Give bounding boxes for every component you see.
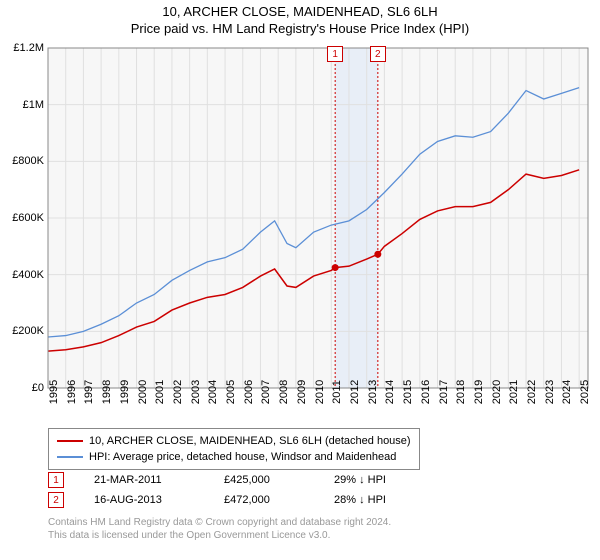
x-tick-label: 1995 — [48, 380, 60, 404]
footer-line: This data is licensed under the Open Gov… — [48, 529, 391, 542]
x-tick-label: 2003 — [190, 380, 202, 404]
x-tick-label: 2002 — [172, 380, 184, 404]
x-tick-label: 2017 — [438, 380, 450, 404]
x-tick-label: 2018 — [455, 380, 467, 404]
legend-swatch — [57, 456, 83, 458]
x-tick-label: 2007 — [260, 380, 272, 404]
x-tick-label: 2019 — [473, 380, 485, 404]
y-tick-label: £1M — [23, 99, 44, 111]
x-tick-label: 2009 — [296, 380, 308, 404]
chart-container: 10, ARCHER CLOSE, MAIDENHEAD, SL6 6LH Pr… — [0, 0, 600, 560]
y-tick-label: £1.2M — [13, 42, 44, 54]
x-tick-label: 2021 — [508, 380, 520, 404]
legend-label: HPI: Average price, detached house, Wind… — [89, 451, 396, 463]
x-tick-label: 2004 — [207, 380, 219, 404]
legend-item: HPI: Average price, detached house, Wind… — [57, 449, 411, 465]
x-tick-label: 2024 — [561, 380, 573, 404]
y-tick-label: £800K — [12, 155, 44, 167]
sale-delta: 28% ↓ HPI — [334, 494, 434, 506]
y-tick-label: £0 — [32, 382, 44, 394]
x-tick-label: 2016 — [420, 380, 432, 404]
y-tick-label: £200K — [12, 325, 44, 337]
x-tick-label: 2025 — [579, 380, 591, 404]
sale-marker-icon: 1 — [48, 472, 64, 488]
legend-swatch — [57, 440, 83, 442]
x-tick-label: 2000 — [137, 380, 149, 404]
y-tick-label: £400K — [12, 269, 44, 281]
footer-line: Contains HM Land Registry data © Crown c… — [48, 516, 391, 529]
x-tick-label: 2020 — [491, 380, 503, 404]
footer: Contains HM Land Registry data © Crown c… — [48, 516, 391, 542]
x-tick-label: 1999 — [119, 380, 131, 404]
x-tick-label: 2023 — [544, 380, 556, 404]
legend-label: 10, ARCHER CLOSE, MAIDENHEAD, SL6 6LH (d… — [89, 435, 411, 447]
sale-delta: 29% ↓ HPI — [334, 474, 434, 486]
sale-row: 2 16-AUG-2013 £472,000 28% ↓ HPI — [48, 490, 434, 510]
legend: 10, ARCHER CLOSE, MAIDENHEAD, SL6 6LH (d… — [48, 428, 420, 470]
sale-price: £472,000 — [224, 494, 334, 506]
x-tick-label: 1996 — [66, 380, 78, 404]
x-tick-label: 2013 — [367, 380, 379, 404]
chart-svg — [0, 0, 600, 430]
x-tick-label: 2001 — [154, 380, 166, 404]
sale-row: 1 21-MAR-2011 £425,000 29% ↓ HPI — [48, 470, 434, 490]
x-tick-label: 2012 — [349, 380, 361, 404]
sale-flag-icon: 1 — [327, 46, 343, 62]
x-tick-label: 1997 — [83, 380, 95, 404]
x-tick-label: 2006 — [243, 380, 255, 404]
x-tick-label: 2008 — [278, 380, 290, 404]
x-tick-label: 2010 — [314, 380, 326, 404]
x-tick-label: 2011 — [331, 380, 343, 404]
legend-item: 10, ARCHER CLOSE, MAIDENHEAD, SL6 6LH (d… — [57, 433, 411, 449]
sale-price: £425,000 — [224, 474, 334, 486]
x-tick-label: 1998 — [101, 380, 113, 404]
sale-date: 21-MAR-2011 — [94, 474, 224, 486]
sale-date: 16-AUG-2013 — [94, 494, 224, 506]
sale-flag-icon: 2 — [370, 46, 386, 62]
y-tick-label: £600K — [12, 212, 44, 224]
x-tick-label: 2014 — [384, 380, 396, 404]
x-tick-label: 2015 — [402, 380, 414, 404]
sale-marker-icon: 2 — [48, 492, 64, 508]
sales-table: 1 21-MAR-2011 £425,000 29% ↓ HPI 2 16-AU… — [48, 470, 434, 510]
x-tick-label: 2022 — [526, 380, 538, 404]
x-tick-label: 2005 — [225, 380, 237, 404]
